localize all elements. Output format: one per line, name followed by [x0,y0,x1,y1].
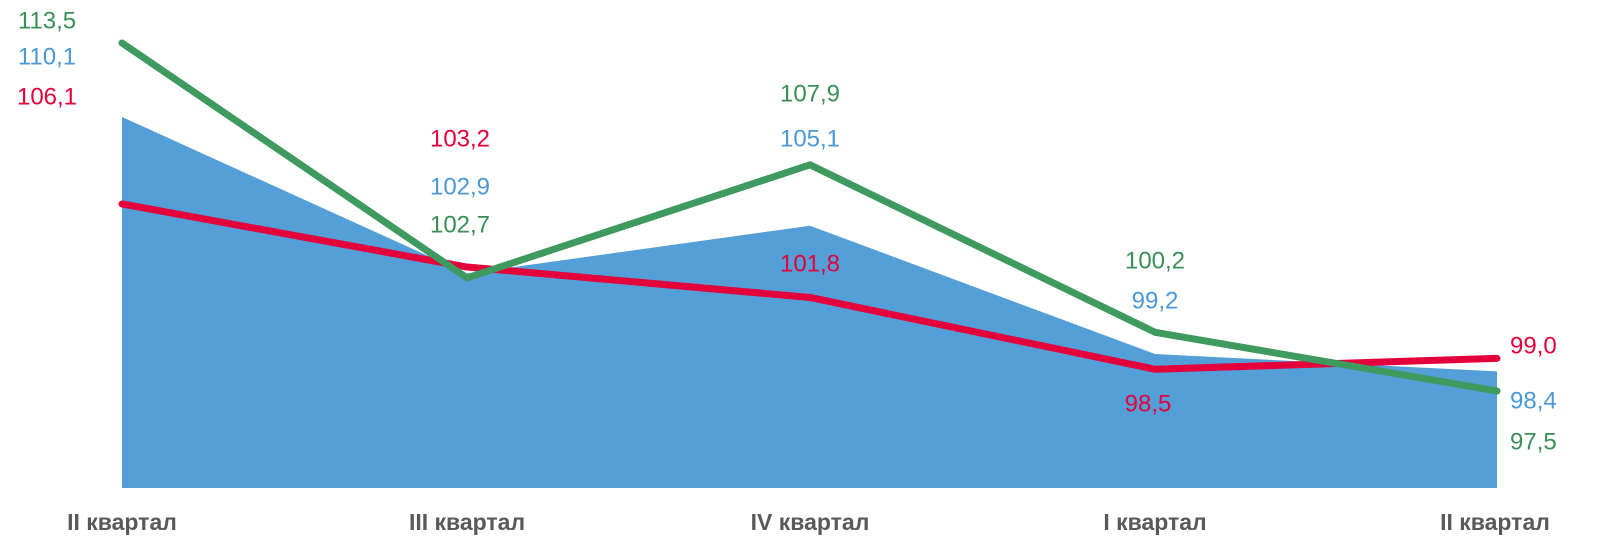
x-tick-label: II квартал [1440,509,1550,535]
data-label: 98,5 [1125,390,1172,417]
data-label: 99,0 [1510,332,1557,359]
line [118,200,1501,373]
x-tick-label: III квартал [409,509,525,535]
data-label: 100,2 [1125,247,1185,274]
area [122,116,1497,488]
data-label: 101,8 [780,250,840,277]
x-tick-label: I квартал [1103,509,1206,535]
x-tick-label: IV квартал [751,509,870,535]
data-label: 102,7 [430,211,490,238]
data-label: 99,2 [1132,287,1179,314]
data-label: 97,5 [1510,428,1557,455]
data-label: 107,9 [780,80,840,107]
data-label: 113,5 [18,7,76,34]
data-label: 103,2 [430,125,490,152]
x-tick-label: II квартал [67,509,177,535]
data-label: 105,1 [780,125,840,152]
line [118,39,1501,395]
data-label: 98,4 [1510,387,1557,414]
data-label: 102,9 [430,173,490,200]
data-label: 106,1 [17,83,77,110]
data-label: 110,1 [18,43,76,70]
